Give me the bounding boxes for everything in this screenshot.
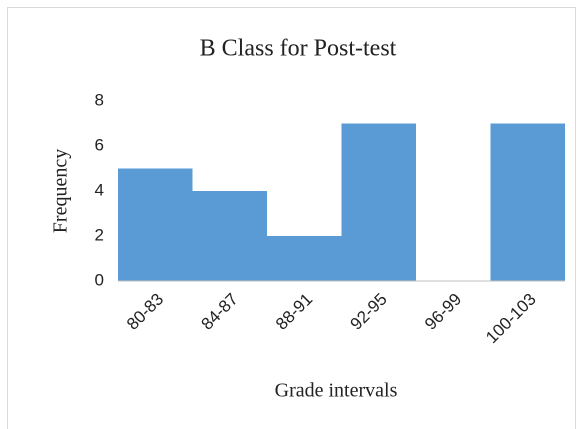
y-axis-label: Frequency [50,149,72,233]
y-tick-label: 0 [95,270,104,289]
x-axis-label: Grade intervals [275,380,398,402]
bar [118,168,193,281]
chart-frame [7,7,576,429]
y-tick-label: 2 [95,225,104,244]
chart-title: B Class for Post-test [200,36,397,62]
y-tick-label: 6 [95,135,104,154]
bar [341,123,416,281]
bar [267,236,342,281]
y-tick-label: 8 [95,90,104,109]
bar [490,123,565,281]
bar [192,191,267,281]
y-tick-label: 4 [95,180,104,199]
